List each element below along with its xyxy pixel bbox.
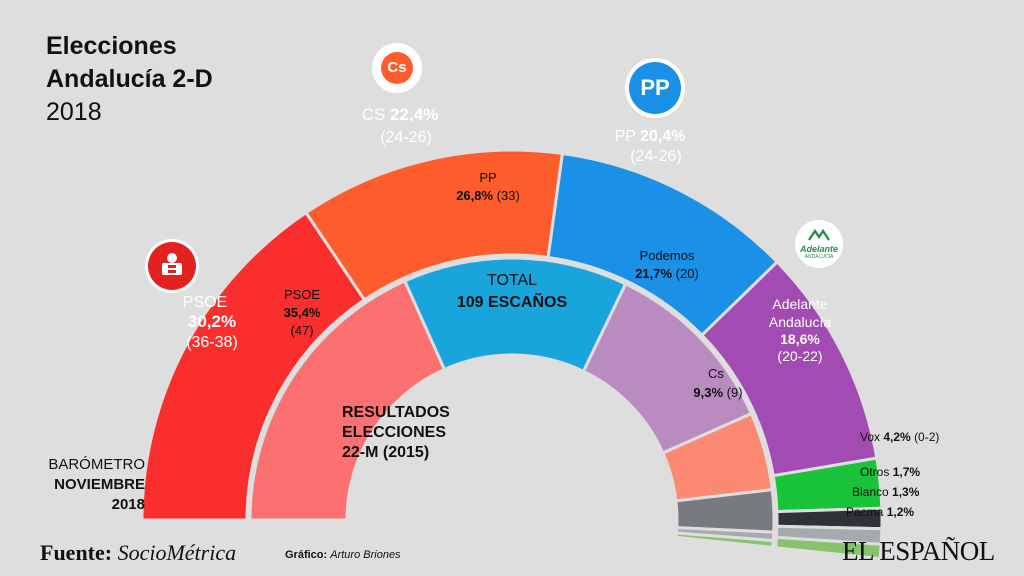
arc-2015-pacma [674, 531, 775, 550]
label-2018-adelante-name-1: Adelante [772, 296, 827, 312]
psoe-logo-icon [148, 242, 196, 290]
barometer-line-2: NOVIEMBRE [54, 476, 145, 493]
adelante-logo-line-2: ANDALUCÍA [804, 254, 834, 260]
label-vox-seats: (0-2) [914, 430, 940, 444]
barometer-label: BARÓMETRO NOVIEMBRE 2018 [40, 455, 145, 515]
credit-label: Gráfico: [285, 549, 328, 561]
label-2015-podemos-value: 21,7% (20) [635, 266, 699, 281]
results-line-2: ELECCIONES [342, 424, 447, 441]
label-2015-psoe-seats: (47) [290, 323, 313, 338]
label-otros-name: Otros [860, 465, 890, 479]
label-otros-value: 1,7% [892, 465, 921, 479]
title-line-2: Andalucía 2-D [46, 65, 213, 93]
label-2015-psoe-name: PSOE [284, 287, 320, 302]
label-2015-pp-value: 26,8% (33) [456, 188, 520, 203]
label-2018-cs-value: CS 22,4% [362, 105, 439, 124]
source-name: SocioMétrica [117, 540, 237, 565]
label-vox-value: 4,2% [883, 430, 911, 444]
label-2015-podemos-name: Podemos [640, 248, 695, 263]
label-otros: Otros 1,7% [860, 465, 920, 479]
barometer-line-1: BARÓMETRO [48, 456, 145, 473]
results-2015-label: RESULTADOS ELECCIONES 22-M (2015) [342, 403, 450, 463]
arc-2015-psoe [248, 278, 447, 522]
credit: Gráfico: Arturo Briones [285, 549, 401, 561]
label-2018-adelante-name-2: Andalucía [769, 314, 831, 330]
pp-logo-text: PP [640, 75, 670, 100]
barometer-line-3: 2018 [111, 496, 145, 513]
credit-name: Arturo Briones [330, 549, 401, 561]
pp-logo-icon: PP [629, 62, 681, 114]
total-label: TOTAL [486, 272, 538, 289]
label-2015-cs-name: Cs [708, 366, 724, 381]
label-pacma-value: 1,2% [886, 505, 915, 519]
label-2018-psoe-seats: (36-38) [186, 334, 238, 351]
title-line-1: Elecciones [46, 32, 177, 60]
source-label: Fuente: [40, 540, 113, 565]
brand-logo: EL ESPAÑOL [842, 536, 995, 566]
label-2018-pp-value: PP 20,4% [615, 128, 686, 145]
chart-title: Elecciones Andalucía 2-D 2018 [46, 30, 213, 129]
results-line-3: 22-M (2015) [342, 444, 430, 461]
label-2015-psoe-value: 35,4% [284, 305, 321, 320]
label-blanco: Blanco 1,3% [852, 485, 919, 499]
adelante-logo-icon: Adelante ANDALUCÍA [795, 220, 843, 268]
total-value: 109 ESCAÑOS [456, 294, 568, 311]
cs-logo-icon: Cs [372, 43, 422, 93]
label-2018-adelante-value: 18,6% [780, 331, 820, 347]
total-seats: TOTAL 109 ESCAÑOS [437, 270, 587, 314]
label-2018-psoe-name: PSOE [183, 294, 227, 311]
label-blanco-value: 1,3% [892, 485, 920, 499]
title-year: 2018 [46, 98, 102, 126]
label-pacma: Pacma 1,2% [846, 505, 914, 519]
source: Fuente: SocioMétrica [40, 540, 236, 566]
label-2018-psoe-value: 30,2% [188, 312, 236, 331]
label-blanco-name: Blanco [852, 485, 889, 499]
label-2015-cs-value: 9,3% (9) [693, 385, 742, 400]
adelante-logo-line-1: Adelante [799, 244, 838, 254]
results-line-1: RESULTADOS [342, 404, 450, 421]
label-2018-adelante-seats: (20-22) [777, 348, 822, 364]
label-vox-name: Vox [860, 430, 881, 444]
cs-logo-text: Cs [381, 52, 413, 84]
label-2018-pp-seats: (24-26) [630, 148, 682, 165]
label-vox: Vox 4,2% (0-2) [860, 430, 939, 444]
arc-2018-pacma [773, 535, 883, 561]
label-2015-pp-name: PP [479, 170, 496, 185]
label-pacma-name: Pacma [846, 505, 884, 519]
label-2018-cs-seats: (24-26) [380, 129, 432, 146]
